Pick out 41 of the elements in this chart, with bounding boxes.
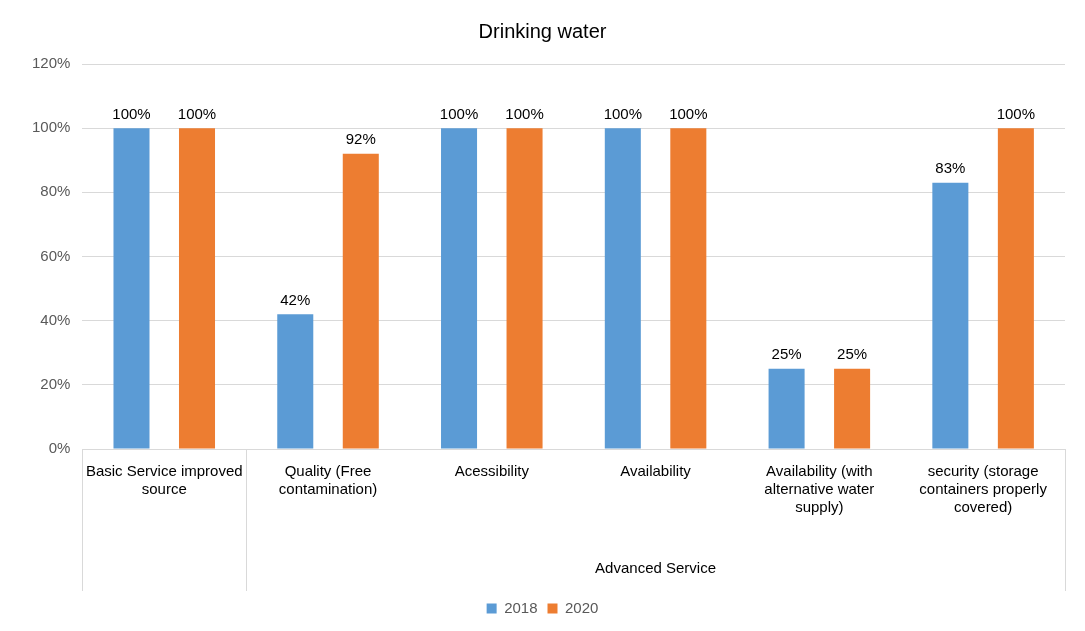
data-label: 25% [771, 345, 802, 363]
legend-label: 2020 [565, 598, 599, 616]
bar [178, 128, 216, 449]
x-tick-label: Availability (with alternative water supply) [764, 462, 875, 516]
data-label: 92% [345, 130, 376, 148]
data-label: 25% [837, 345, 868, 363]
bar [834, 368, 871, 449]
data-label: 100% [112, 104, 151, 122]
bar [670, 128, 707, 449]
bar [604, 128, 641, 449]
data-label: 42% [280, 290, 311, 308]
data-label: 100% [439, 104, 479, 122]
y-tick-label: 100% [31, 118, 71, 136]
bar [997, 128, 1034, 449]
legend-label: 2018 [504, 598, 538, 616]
x-tick-label: Basic Service improved source [85, 462, 243, 498]
data-label: 83% [935, 159, 966, 177]
x-tick-label: security (storage containers properly covered) [919, 462, 1048, 516]
data-label: 100% [177, 104, 217, 122]
y-tick-label: 20% [40, 374, 71, 392]
y-tick-label: 0% [48, 439, 71, 457]
bar [932, 182, 969, 449]
y-tick-label: 120% [31, 54, 71, 72]
bar [768, 368, 805, 449]
bar [277, 314, 314, 449]
bar [113, 128, 150, 449]
x-tick-label: Quality (Free contamination) [278, 462, 378, 498]
y-tick-label: 60% [40, 246, 71, 264]
y-tick-label: 80% [40, 182, 71, 200]
data-label: 100% [505, 104, 544, 122]
text: Advanced Service [595, 559, 717, 577]
x-tick-label: Availability [620, 462, 692, 480]
data-label: 100% [996, 104, 1036, 122]
bar [441, 128, 478, 449]
bar [506, 128, 543, 449]
y-tick-label: 40% [40, 310, 71, 328]
data-label: 100% [669, 104, 708, 122]
bar [342, 153, 379, 449]
x-tick-label: Acessibility [454, 462, 530, 480]
chart-title: Drinking water [478, 19, 607, 42]
data-label: 100% [603, 104, 642, 122]
